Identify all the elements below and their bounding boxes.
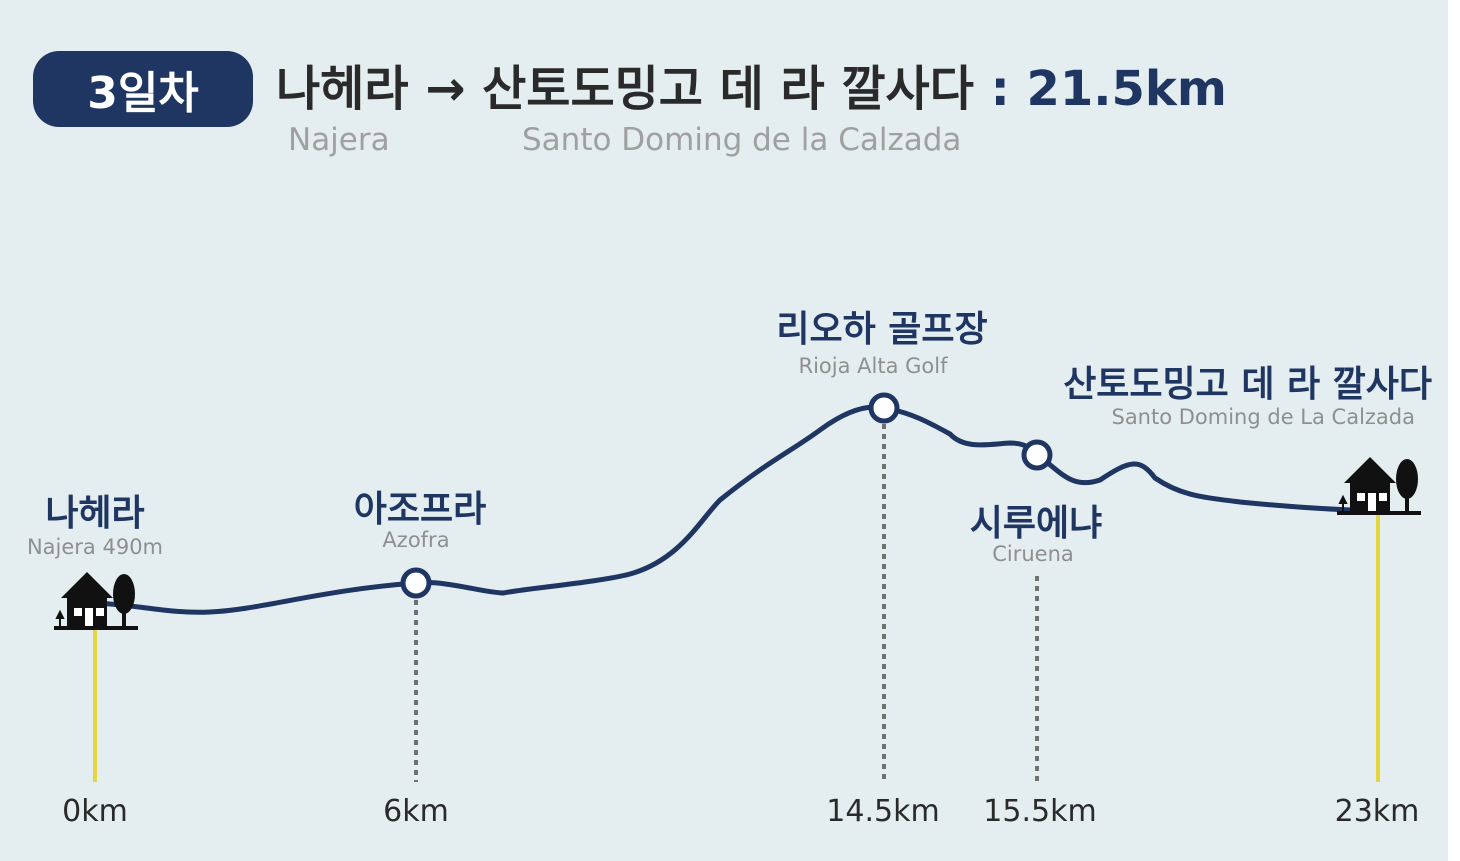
house-with-tree-icon <box>54 572 138 630</box>
waypoint-azofra-kr: 아조프라 <box>353 489 487 530</box>
km-label-rioja: 14.5km <box>826 794 940 829</box>
house-with-tree-icon <box>1337 457 1421 515</box>
waypoint-rioja-kr: 리오하 골프장 <box>776 309 988 350</box>
waypoint-circle-ciruena <box>1021 439 1053 471</box>
marker-lines <box>93 424 1380 782</box>
route-title: 나헤라 → 산토도밍고 데 라 깔사다 : 21.5km <box>276 58 1227 120</box>
end-english-name: Santo Doming de la Calzada <box>522 122 962 158</box>
elevation-curve <box>92 404 1381 615</box>
km-label-najera: 0km <box>62 794 128 829</box>
km-label-santo: 23km <box>1334 794 1420 829</box>
km-label-ciruena: 15.5km <box>983 794 1097 829</box>
route-distance: : 21.5km <box>990 61 1227 117</box>
route-text: 나헤라 → 산토도밍고 데 라 깔사다 <box>276 61 991 117</box>
waypoint-najera-en: Najera 490m <box>26 535 164 559</box>
waypoint-circle-azofra <box>400 567 432 599</box>
waypoint-santo-kr: 산토도밍고 데 라 깔사다 <box>1063 364 1432 405</box>
waypoint-ciruena-kr: 시루에냐 <box>969 503 1103 544</box>
waypoint-najera-kr: 나헤라 <box>45 493 145 534</box>
waypoint-santo-en: Santo Doming de La Calzada <box>1111 405 1415 429</box>
km-label-azofra: 6km <box>383 794 449 829</box>
day-badge: 3일차 <box>33 51 253 127</box>
start-english-name: Najera <box>288 122 390 158</box>
waypoint-azofra-en: Azofra <box>382 528 450 552</box>
waypoint-ciruena-en: Ciruena <box>992 542 1074 566</box>
waypoint-rioja-en: Rioja Alta Golf <box>798 354 948 378</box>
waypoint-circle-rioja <box>868 392 900 424</box>
marker-icons <box>54 392 1421 630</box>
